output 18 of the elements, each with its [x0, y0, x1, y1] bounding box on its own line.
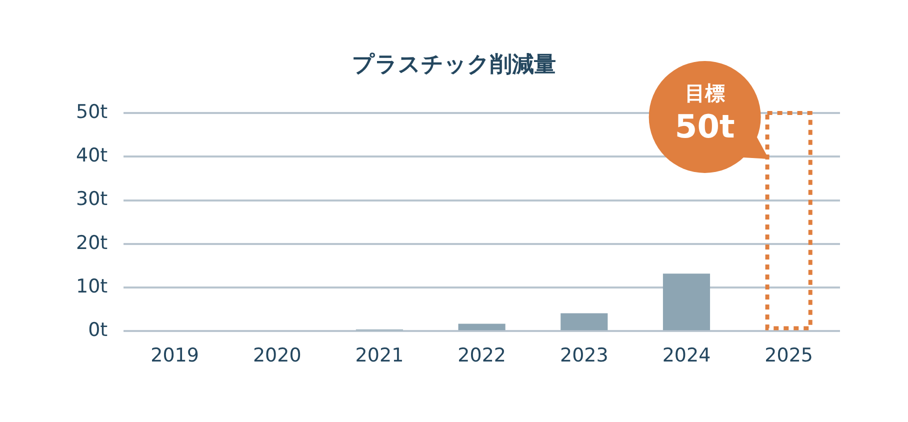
y-tick-label: 0t	[88, 319, 108, 342]
x-tick-label: 2025	[764, 344, 814, 367]
y-tick-label: 10t	[76, 275, 108, 298]
bar	[662, 274, 710, 330]
y-tick-label: 50t	[76, 100, 108, 123]
x-tick-label: 2019	[150, 344, 199, 367]
y-tick-label: 40t	[76, 144, 108, 167]
y-tick-label: 20t	[76, 232, 108, 254]
bar	[560, 313, 608, 330]
x-tick-label: 2023	[560, 344, 608, 367]
x-tick-label: 2021	[355, 344, 404, 367]
y-tick-label: 30t	[76, 188, 108, 210]
bar	[458, 324, 506, 330]
x-tick-label: 2022	[458, 344, 506, 367]
chart-title: プラスチック削減量	[352, 52, 556, 78]
annotation: 目標 50t	[674, 81, 735, 146]
x-tick-label: 2024	[662, 344, 711, 367]
x-tick-label: 2020	[252, 344, 302, 367]
